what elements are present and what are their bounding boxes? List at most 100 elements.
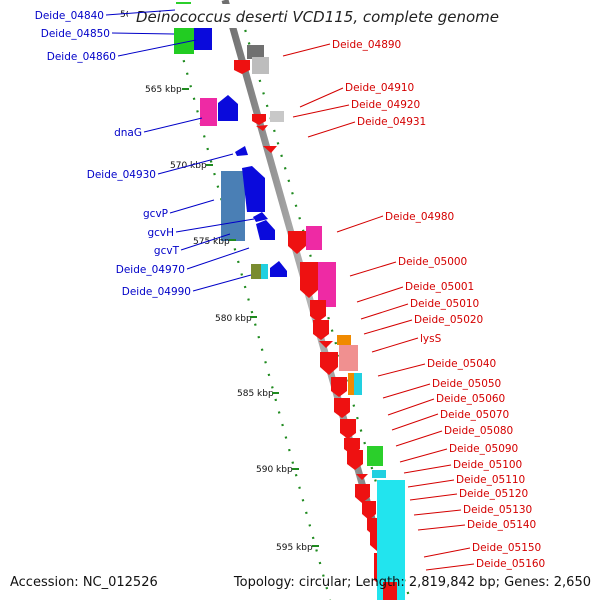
label-deide-05130: Deide_05130	[463, 504, 532, 516]
label-deide-05060: Deide_05060	[436, 393, 505, 405]
gene-deide-04980	[288, 231, 306, 254]
gene-deide-04931	[256, 125, 268, 131]
gene-deide-05110-a	[372, 470, 386, 478]
leader-deide-04970	[186, 247, 250, 270]
label-deide-05140: Deide_05140	[467, 519, 536, 531]
leader-deide-05070	[391, 413, 439, 431]
gene-deide-05080	[340, 419, 356, 439]
leader-deide-05110	[407, 479, 455, 488]
label-gcvh: gcvH	[147, 227, 174, 239]
tick-label-595: 595 kbp	[276, 543, 313, 553]
label-deide-04980: Deide_04980	[385, 211, 454, 223]
accession-text: Accession: NC_012526	[10, 575, 158, 590]
right-leaders	[282, 43, 475, 571]
gene-deide-05120	[355, 484, 370, 503]
label-deide-04890: Deide_04890	[332, 39, 401, 51]
title-backdrop	[128, 4, 444, 28]
gene-deide-05070	[334, 398, 350, 418]
label-deide-05020: Deide_05020	[414, 314, 483, 326]
gene-deide-05130	[362, 501, 376, 520]
gene-deide-04910	[270, 111, 284, 122]
gene-deide-05160-c	[383, 582, 397, 600]
leader-dnag	[143, 117, 203, 133]
left-labels	[105, 9, 255, 292]
leader-deide-04990	[192, 274, 252, 292]
label-deide-05090: Deide_05090	[449, 443, 518, 455]
label-deide-05120: Deide_05120	[459, 488, 528, 500]
label-deide-05110: Deide_05110	[456, 474, 525, 486]
leader-deide-05000	[349, 261, 397, 277]
gene-deide-05110	[356, 474, 368, 480]
leader-deide-04910	[299, 87, 344, 108]
label-deide-05050: Deide_05050	[432, 378, 501, 390]
label-deide-05150: Deide_05150	[472, 542, 541, 554]
label-deide-04860: Deide_04860	[47, 51, 116, 63]
leader-deide-05001	[356, 286, 404, 303]
tick-label-565: 565 kbp	[145, 85, 182, 95]
leader-deide-04930	[157, 153, 234, 175]
gene-deide-05010	[310, 300, 326, 322]
label-deide-04910: Deide_04910	[345, 82, 414, 94]
label-deide-05000: Deide_05000	[398, 256, 467, 268]
gene-deide-04930	[221, 171, 245, 241]
leader-deide-05090	[399, 448, 448, 463]
leader-deide-05020	[363, 319, 413, 335]
gene-deide-04920	[252, 114, 266, 125]
topology-text: Topology: circular; Length: 2,819,842 bp…	[233, 575, 591, 590]
label-deide-05010: Deide_05010	[410, 298, 479, 310]
gene-dnag	[218, 95, 238, 121]
label-deide-05040: Deide_05040	[427, 358, 496, 370]
gene-deide-05050-b	[354, 373, 362, 395]
gene-deide-04890-b	[252, 57, 269, 74]
leader-deide-04980	[336, 215, 384, 233]
gene-deide-04970-b	[261, 264, 268, 279]
label-deide-04931: Deide_04931	[357, 116, 426, 128]
label-deide-04930: Deide_04930	[87, 169, 156, 181]
tick-label-580: 580 kbp	[215, 314, 252, 324]
gene-deide-05060	[331, 377, 347, 397]
gene-deide-04980-b	[306, 226, 322, 250]
leader-deide-05080	[395, 430, 443, 447]
leader-deide-05160	[425, 563, 475, 571]
leader-deide-05130	[413, 509, 462, 516]
label-gcvp: gcvP	[143, 208, 168, 220]
gene-deide-04970	[251, 264, 261, 279]
right-label-text: Deide_04890 Deide_04910 Deide_04920 Deid…	[332, 39, 545, 570]
gene-deide-05050	[348, 373, 354, 395]
leader-deide-05050	[382, 383, 431, 399]
gene-deide-05040	[320, 352, 338, 375]
gene-deide-05160-b	[377, 480, 405, 600]
leader-deide-04931	[307, 121, 356, 138]
gene-deide-05090	[367, 446, 383, 466]
leader-gcvp	[169, 199, 215, 214]
leader-deide-04860	[117, 39, 197, 57]
leader-deide-04890	[282, 43, 331, 57]
leader-deide-04850	[111, 32, 175, 35]
leader-deide-04920	[292, 104, 350, 118]
tick-label-590: 590 kbp	[256, 465, 293, 475]
label-deide-04970: Deide_04970	[116, 264, 185, 276]
label-lyss: lysS	[420, 333, 442, 345]
gene-gcvh	[253, 212, 268, 222]
gene-gcvp	[242, 166, 265, 212]
label-deide-05070: Deide_05070	[440, 409, 509, 421]
gene-deide-05100	[347, 450, 363, 470]
scale-labels: 560 kbp 565 kbp 570 kbp 575 kbp 580 kbp …	[120, 10, 313, 553]
gene-gcvt	[256, 220, 275, 240]
leader-deide-05040	[377, 363, 426, 377]
label-deide-05160: Deide_05160	[476, 558, 545, 570]
leader-deide-05140	[417, 524, 466, 531]
leader-lyss	[371, 337, 419, 353]
gene-deide-04850	[174, 20, 194, 54]
label-dnag: dnaG	[114, 127, 142, 139]
label-deide-04850: Deide_04850	[41, 28, 110, 40]
leader-deide-05100	[403, 464, 452, 474]
gene-lyss-b	[319, 341, 333, 348]
label-deide-04990: Deide_04990	[122, 286, 191, 298]
label-gcvt: gcvT	[154, 245, 180, 257]
leader-gcvt	[180, 233, 231, 251]
map-title: Deinococcus deserti VCD115, complete gen…	[136, 8, 499, 26]
label-deide-04840: Deide_04840	[35, 10, 104, 22]
forward-strand-genes	[174, 2, 287, 279]
